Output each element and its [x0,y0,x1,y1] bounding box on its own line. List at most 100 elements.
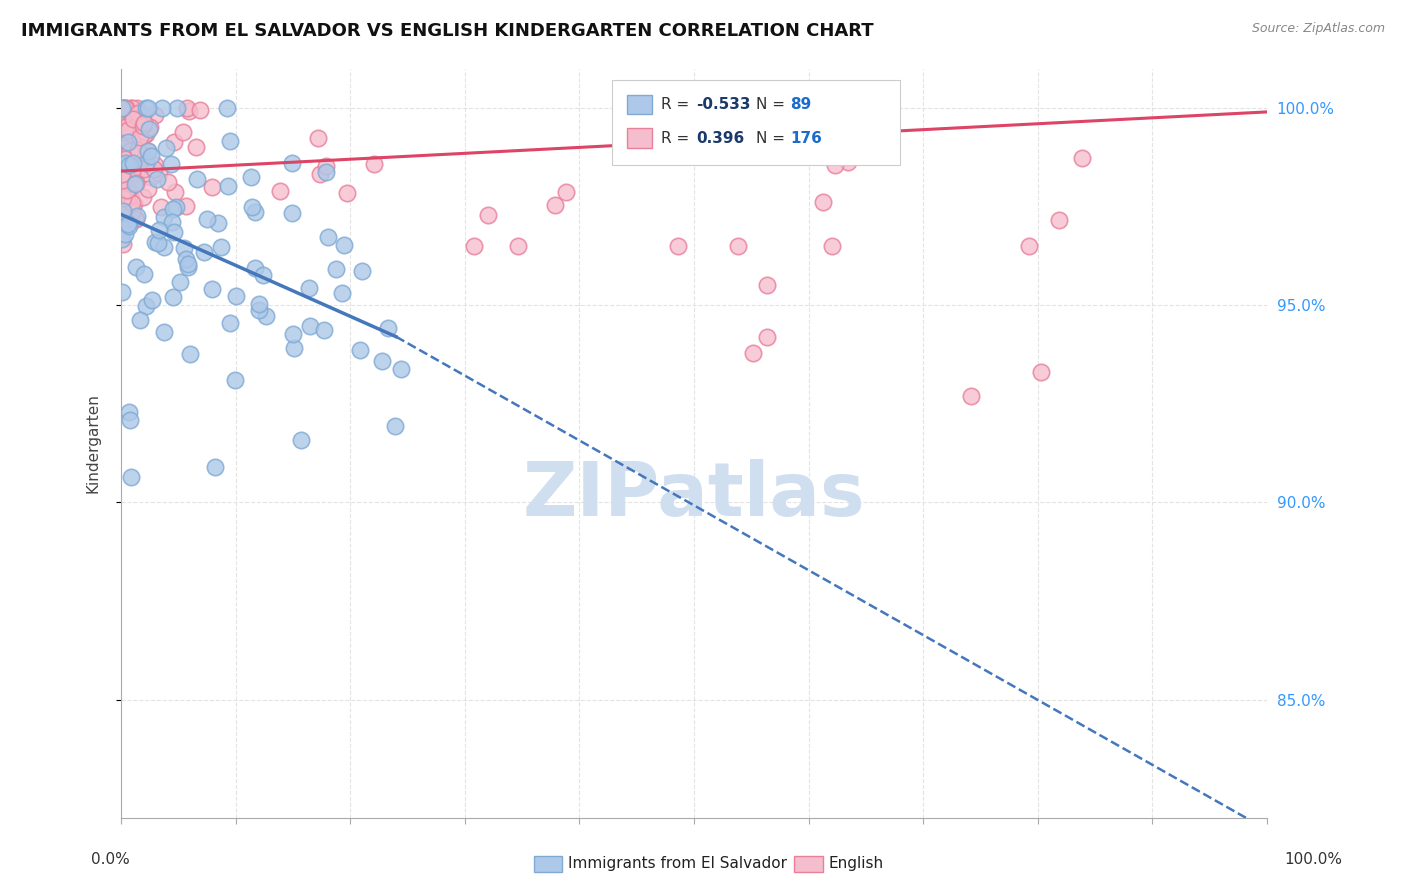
Point [217,178,239,193]
Point [114,120,136,134]
Point [114,101,136,115]
Point [160,215,183,229]
Text: Source: ZipAtlas.com: Source: ZipAtlas.com [1251,22,1385,36]
Point [115,141,138,155]
Point [371,354,394,368]
Point [131,151,153,165]
Point [112,165,135,179]
Point [824,158,846,172]
Point [134,268,156,282]
Point [118,120,141,134]
Point [111,118,134,132]
Point [118,168,141,182]
Point [124,115,146,129]
Point [349,343,371,357]
Point [173,241,195,255]
Point [115,184,138,198]
Point [111,167,134,181]
Point [125,112,148,127]
Point [176,260,198,275]
Point [125,140,148,154]
Point [207,216,229,230]
Point [811,195,834,210]
Point [115,114,138,128]
Point [135,101,157,115]
Point [134,162,156,177]
Text: 0.0%: 0.0% [91,852,131,867]
Point [159,157,181,171]
Point [135,127,157,141]
Point [330,286,353,301]
Point [114,145,136,160]
Point [125,260,148,275]
Point [118,219,141,234]
Text: 100.0%: 100.0% [1285,852,1343,867]
Point [325,261,347,276]
Point [249,297,271,311]
Point [224,373,246,387]
Point [118,132,141,146]
Point [112,149,135,163]
Point [204,459,226,474]
Point [247,303,270,318]
Point [141,293,163,308]
Point [136,144,159,158]
Point [111,141,134,155]
Point [477,209,499,223]
Point [120,119,142,133]
Point [117,150,139,164]
Point [117,123,139,137]
Point [177,257,200,271]
Point [162,290,184,304]
Point [114,145,136,160]
Point [391,362,413,376]
Point [243,260,266,275]
Point [506,239,529,253]
Point [111,285,134,299]
Point [112,181,135,195]
Point [112,146,135,161]
Point [219,134,242,148]
Point [117,150,139,164]
Point [128,145,150,160]
Point [254,309,277,323]
Point [115,186,138,200]
Text: 89: 89 [790,97,811,112]
Text: R =: R = [661,131,695,145]
Point [176,101,198,115]
Point [111,147,134,161]
Point [139,120,162,134]
Point [162,225,184,239]
Point [115,164,138,178]
Point [132,116,155,130]
Point [135,156,157,170]
Point [156,175,179,189]
Point [112,136,135,150]
Point [307,130,329,145]
Point [111,101,134,115]
Point [132,128,155,142]
Point [112,173,135,187]
Point [121,163,143,178]
Point [193,245,215,260]
Point [132,190,155,204]
Point [188,103,211,117]
Point [112,236,135,251]
Point [111,175,134,189]
Point [114,101,136,115]
Point [1047,213,1070,227]
Point [121,117,143,131]
Point [120,470,142,484]
Point [112,128,135,142]
Point [148,223,170,237]
Point [315,160,337,174]
Point [756,278,779,293]
Text: IMMIGRANTS FROM EL SALVADOR VS ENGLISH KINDERGARTEN CORRELATION CHART: IMMIGRANTS FROM EL SALVADOR VS ENGLISH K… [21,22,873,40]
Point [555,186,578,200]
Point [252,268,274,282]
Point [121,101,143,115]
Point [150,101,173,115]
Point [960,389,983,403]
Point [112,137,135,152]
Point [756,329,779,343]
